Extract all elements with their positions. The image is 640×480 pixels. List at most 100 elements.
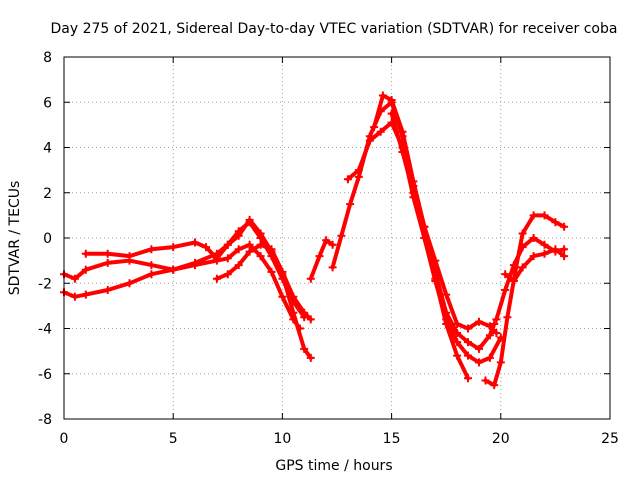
- series-line: [83, 220, 307, 320]
- data-point: [223, 254, 232, 263]
- series-line: [330, 100, 497, 351]
- data-point: [540, 211, 549, 220]
- data-point: [212, 254, 221, 263]
- data-point: [306, 274, 315, 283]
- data-point: [328, 240, 337, 249]
- y-tick-label: 2: [43, 186, 52, 202]
- chart-title: Day 275 of 2021, Sidereal Day-to-day VTE…: [51, 21, 618, 37]
- plot-area: [60, 91, 569, 390]
- data-point: [289, 308, 298, 317]
- data-point: [256, 240, 265, 249]
- x-tick-label: 10: [273, 431, 291, 447]
- data-point: [365, 136, 374, 145]
- data-point: [431, 256, 440, 265]
- y-tick-label: 6: [43, 95, 52, 111]
- data-point: [103, 286, 112, 294]
- data-point: [551, 218, 560, 227]
- data-point: [509, 277, 518, 285]
- y-tick-label: 0: [43, 231, 52, 247]
- data-point: [453, 351, 462, 360]
- data-point: [464, 351, 472, 360]
- data-point: [453, 320, 462, 328]
- data-point: [289, 292, 298, 301]
- data-point: [475, 317, 483, 326]
- data-point: [191, 238, 199, 247]
- x-tick-label: 0: [60, 431, 69, 447]
- data-point: [398, 148, 407, 156]
- data-point: [540, 240, 549, 249]
- data-point: [245, 247, 254, 256]
- data-point: [354, 166, 363, 175]
- data-point: [300, 308, 309, 317]
- data-point: [256, 234, 265, 242]
- series-line: [308, 238, 335, 281]
- data-point: [81, 290, 90, 299]
- data-point: [234, 227, 243, 236]
- data-point: [147, 261, 156, 270]
- series-line: [62, 217, 313, 360]
- data-point: [485, 353, 494, 362]
- data-point: [223, 240, 232, 249]
- data-point: [485, 322, 494, 331]
- data-point: [267, 267, 276, 276]
- data-point: [387, 109, 396, 118]
- data-point: [278, 267, 287, 276]
- data-point: [245, 240, 254, 249]
- data-point: [212, 274, 221, 283]
- data-point: [560, 222, 569, 231]
- plot-frame: [63, 56, 611, 420]
- data-point: [518, 263, 527, 272]
- data-point: [376, 127, 385, 136]
- series-line: [214, 242, 313, 322]
- data-point: [496, 358, 505, 367]
- data-point: [420, 234, 429, 242]
- data-point: [518, 243, 527, 252]
- data-point: [378, 91, 387, 100]
- data-point: [306, 353, 315, 362]
- data-point: [453, 338, 462, 347]
- data-point: [169, 265, 178, 274]
- data-point: [306, 315, 315, 324]
- data-point: [540, 249, 549, 258]
- data-point: [490, 381, 499, 390]
- data-point: [169, 243, 178, 252]
- data-point: [492, 329, 501, 337]
- data-point: [103, 258, 112, 267]
- series-line: [62, 242, 302, 331]
- y-tick-label: -8: [38, 412, 52, 428]
- data-point: [442, 290, 451, 299]
- data-point: [529, 252, 538, 261]
- data-point: [485, 331, 494, 340]
- data-point: [346, 200, 355, 209]
- x-tick-label: 20: [492, 431, 510, 447]
- y-tick-label: -4: [38, 322, 52, 338]
- data-point: [501, 270, 510, 279]
- data-point: [234, 245, 243, 254]
- data-point: [147, 245, 156, 254]
- data-point: [490, 320, 499, 328]
- data-point: [125, 279, 134, 288]
- y-tick-label: -2: [38, 276, 52, 292]
- x-tick-label: 25: [601, 431, 619, 447]
- y-tick-label: 4: [43, 141, 52, 157]
- data-point: [529, 234, 538, 242]
- series-line: [483, 213, 567, 388]
- data-point: [103, 249, 112, 258]
- data-point: [464, 338, 472, 347]
- data-point: [503, 313, 512, 322]
- data-point: [529, 211, 538, 220]
- x-tick-label: 15: [383, 431, 401, 447]
- data-point: [337, 231, 346, 240]
- x-axis-label: GPS time / hours: [275, 458, 392, 474]
- data-point: [343, 175, 352, 184]
- data-point: [354, 172, 363, 181]
- data-point: [464, 324, 472, 333]
- data-point: [81, 265, 90, 274]
- data-point: [509, 261, 518, 270]
- data-point: [518, 229, 527, 238]
- data-point: [398, 127, 407, 136]
- data-point: [267, 245, 276, 254]
- data-point: [223, 270, 232, 279]
- data-point: [202, 243, 210, 252]
